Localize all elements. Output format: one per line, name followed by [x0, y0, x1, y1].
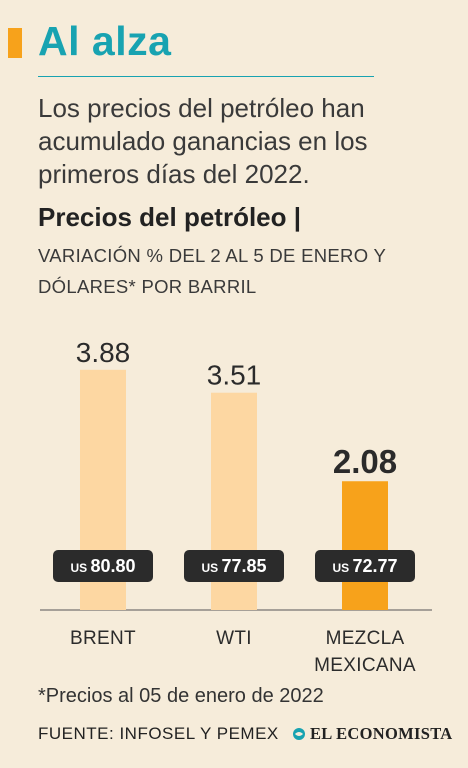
chart-subtitle: VARIACIÓN % DEL 2 AL 5 DE ENERO Y DÓLARE…: [38, 245, 386, 297]
x-tick-label-2-0: MEZCLA: [326, 628, 405, 649]
data-label-0: 3.88: [76, 337, 131, 368]
data-label-1: 3.51: [207, 360, 262, 391]
x-tick-label-2-1: MEXICANA: [314, 655, 416, 676]
x-tick-label-0: BRENT: [70, 628, 136, 649]
page-title: Al alza: [38, 18, 172, 64]
x-tick-label-1: WTI: [216, 628, 252, 649]
source-note: FUENTE: INFOSEL Y PEMEX: [38, 724, 279, 743]
price-label-2: US 72.77: [332, 556, 397, 576]
price-label-1: US 77.85: [201, 556, 266, 576]
bar-chart: 3.88 US 80.80 BRENT 3.51 US 77.85 WTI 2.08 US 7…: [40, 337, 432, 676]
title-divider: [38, 76, 374, 77]
data-label-2: 2.08: [333, 443, 397, 480]
bar-2: [342, 481, 388, 610]
price-label-0: US 80.80: [70, 556, 135, 576]
brand-logo: EL ECONOMISTA: [292, 724, 453, 744]
chart-title: Precios del petróleo |: [38, 202, 302, 232]
accent-bar: [8, 28, 22, 58]
footnote: *Precios al 05 de enero de 2022: [38, 685, 324, 707]
price-badge-1: [184, 550, 284, 582]
brand-name: EL ECONOMISTA: [310, 724, 453, 743]
page-subtitle: Los precios del petróleo han acumulado g…: [38, 93, 368, 189]
price-badge-0: [53, 550, 153, 582]
price-badge-2: [315, 550, 415, 582]
globe-icon: [293, 728, 305, 740]
